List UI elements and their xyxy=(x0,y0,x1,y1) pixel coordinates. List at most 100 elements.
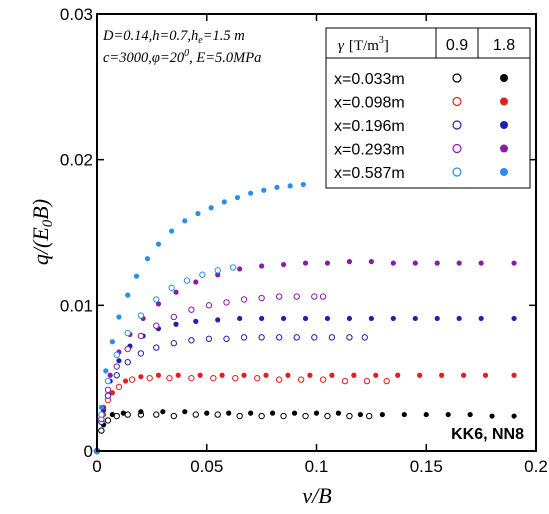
data-point xyxy=(98,404,104,410)
params-line-1: D=0.14,h=0.7,he=1.5 m xyxy=(102,28,245,46)
data-point xyxy=(412,260,418,266)
data-point xyxy=(192,411,199,418)
data-point xyxy=(258,334,265,341)
data-point xyxy=(173,289,179,295)
data-point xyxy=(236,412,243,420)
params-line-1-sub: e xyxy=(198,35,203,46)
x-tick-label: 0.1 xyxy=(305,457,329,476)
data-point xyxy=(193,318,199,324)
data-point xyxy=(205,302,213,309)
data-point xyxy=(197,372,203,378)
series-x=0.033m-0.9 xyxy=(93,411,373,455)
y-tick-label: 0.02 xyxy=(60,151,93,170)
data-point xyxy=(223,335,230,343)
data-point xyxy=(297,376,305,383)
series-x=0.587m-1.8 xyxy=(94,181,306,454)
data-point xyxy=(261,187,267,193)
data-point xyxy=(511,315,517,322)
legend-col-filled: 1.8 xyxy=(493,37,515,54)
data-point xyxy=(226,410,232,416)
legend-header-sup: 3 xyxy=(379,35,384,46)
data-point xyxy=(193,279,199,285)
data-point xyxy=(259,263,265,269)
data-point xyxy=(219,372,225,378)
series-x=0.293m-1.8 xyxy=(94,259,517,454)
data-point xyxy=(195,210,201,217)
legend-marker-filled xyxy=(500,168,508,176)
data-point xyxy=(237,266,243,272)
data-point xyxy=(205,335,213,343)
data-point xyxy=(307,372,313,378)
data-point xyxy=(293,334,300,341)
data-point xyxy=(511,260,517,266)
data-point xyxy=(232,374,239,382)
data-point xyxy=(170,313,178,321)
data-point xyxy=(107,372,113,378)
data-point xyxy=(188,337,195,344)
data-point xyxy=(270,410,276,416)
legend-box xyxy=(325,27,531,189)
legend-row-label: x=0.196m xyxy=(334,118,405,135)
legend-rows: x=0.033m x=0.098m x=0.196m x=0.293m x=0.587m xyxy=(334,71,508,182)
data-point xyxy=(302,315,309,322)
data-point xyxy=(460,372,467,378)
data-point xyxy=(214,411,221,418)
data-point xyxy=(395,372,401,378)
data-point xyxy=(285,372,291,378)
data-point xyxy=(188,306,195,313)
data-point xyxy=(280,261,287,268)
data-point xyxy=(170,412,178,420)
data-point xyxy=(104,392,112,399)
data-point xyxy=(98,411,105,418)
data-point xyxy=(160,409,166,415)
data-point xyxy=(137,312,145,319)
data-point xyxy=(300,181,306,188)
data-point xyxy=(215,317,221,323)
data-point xyxy=(124,329,131,337)
params-line-1-end: =1.5 m xyxy=(203,28,245,44)
data-point xyxy=(182,409,188,415)
data-point xyxy=(363,377,371,385)
params-line-2: c=3000,φ=200, E=5.0MPa xyxy=(103,48,261,66)
data-point xyxy=(383,377,390,385)
data-point xyxy=(445,411,451,418)
data-point xyxy=(116,314,122,320)
data-point xyxy=(482,372,489,378)
data-point xyxy=(319,376,327,383)
ticks-layer: 0 0.05 0.1 0.15 0.2 0 0.01 0.02 0.03 xyxy=(60,5,548,476)
x-tick-label: 0 xyxy=(92,457,101,476)
data-point xyxy=(259,315,265,322)
data-point xyxy=(153,322,160,329)
data-point xyxy=(489,413,495,419)
data-point xyxy=(175,372,181,378)
data-point xyxy=(379,411,385,418)
data-point xyxy=(511,372,517,378)
data-point xyxy=(113,363,120,370)
data-point xyxy=(311,334,318,341)
data-point xyxy=(412,315,418,322)
data-point xyxy=(144,256,151,262)
legend-row-label: x=0.033m xyxy=(334,71,405,88)
data-point xyxy=(137,350,145,357)
data-point xyxy=(361,334,368,341)
data-point xyxy=(434,260,440,266)
data-point xyxy=(166,374,173,382)
data-point xyxy=(223,299,230,306)
data-point xyxy=(120,410,126,416)
data-point xyxy=(346,259,353,265)
data-point xyxy=(434,315,440,322)
data-point xyxy=(113,372,120,379)
legend-row-label: x=0.098m xyxy=(334,95,405,112)
legend-header-end: ] xyxy=(384,38,389,54)
data-point xyxy=(240,296,248,303)
data-point xyxy=(188,374,195,382)
params-line-2-end: , E=5.0MPa xyxy=(189,50,261,66)
data-point xyxy=(275,293,283,300)
legend-marker-open xyxy=(452,73,462,83)
data-point xyxy=(124,358,131,366)
data-point xyxy=(229,264,237,271)
series-x=0.098m-1.8 xyxy=(94,372,517,454)
data-point xyxy=(208,205,214,211)
data-point xyxy=(258,294,265,302)
data-point xyxy=(311,293,318,300)
